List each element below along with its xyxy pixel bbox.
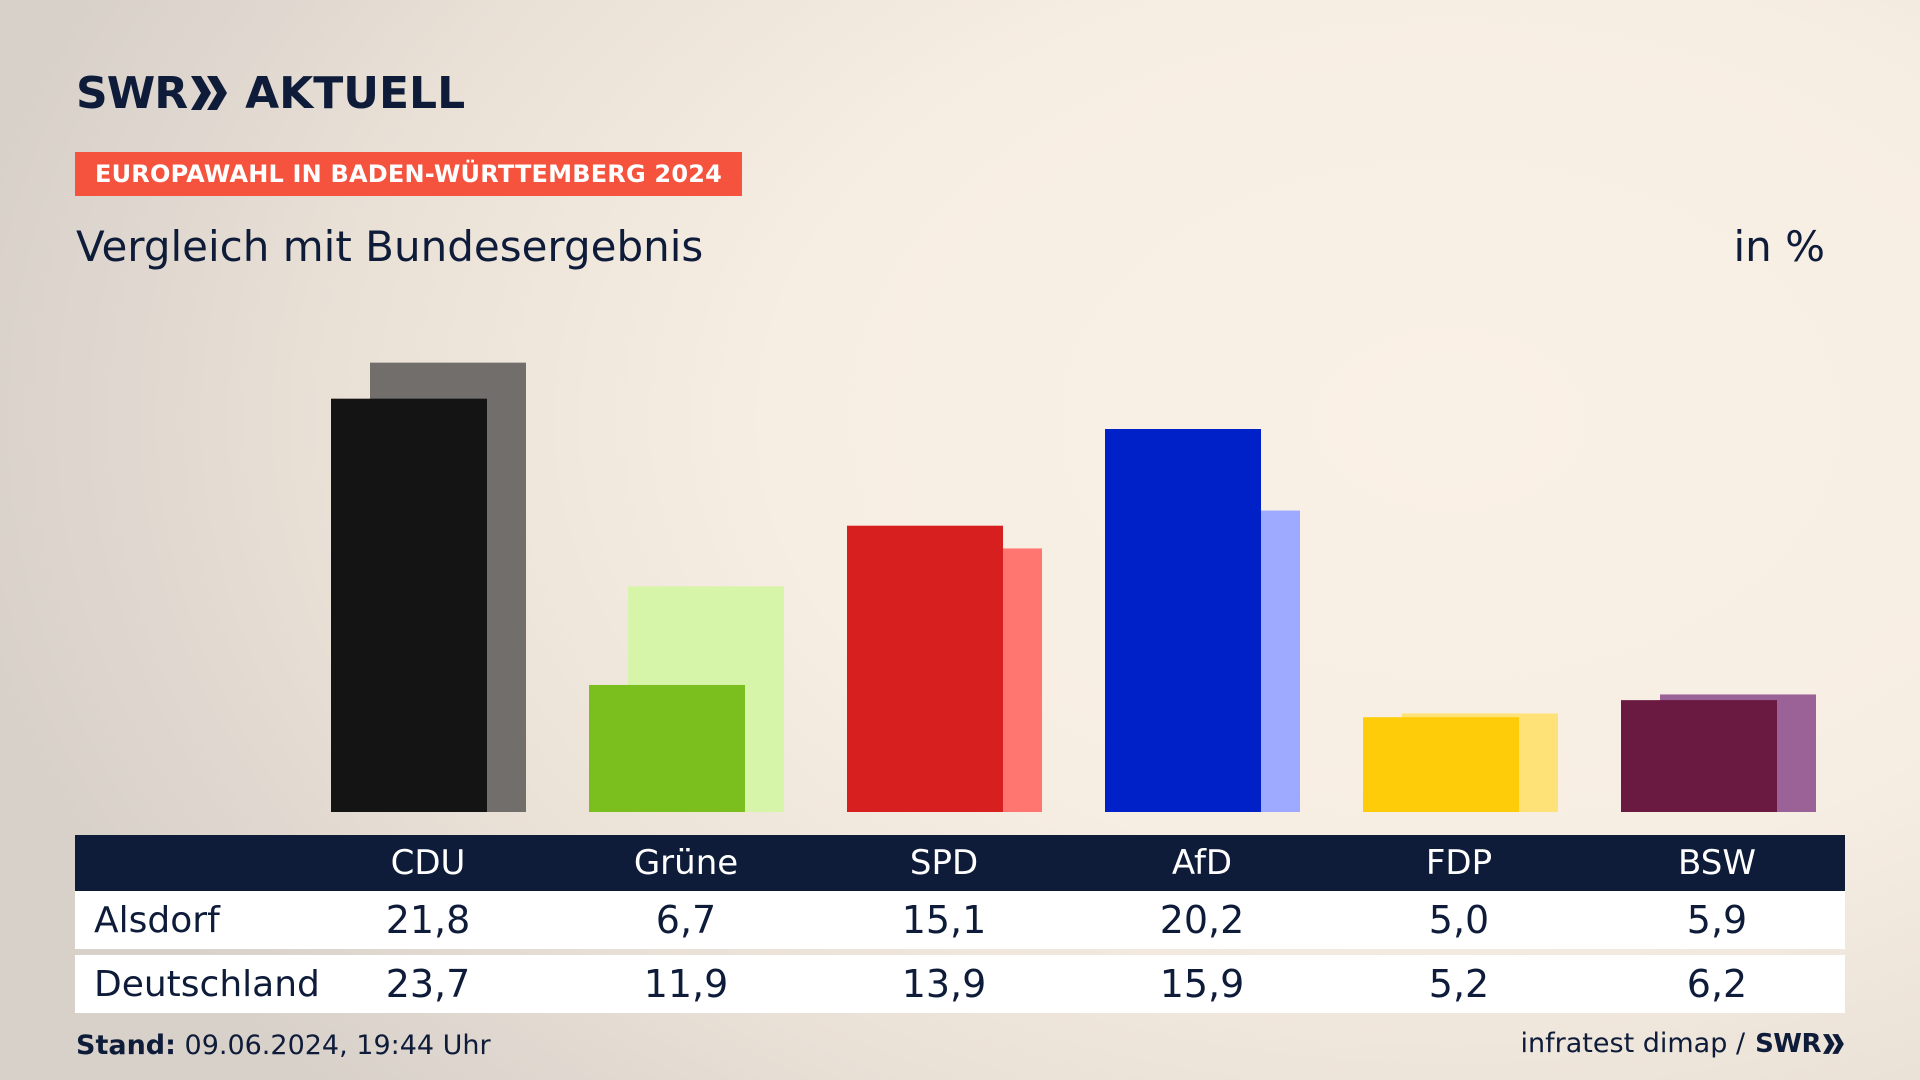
results-table: CDU Grüne SPD AfD FDP BSW Alsdorf 21,8 6… xyxy=(75,835,1845,1013)
header-afd: AfD xyxy=(1171,843,1233,883)
header-spd: SPD xyxy=(909,843,979,883)
value-alsdorf-gruene: 6,7 xyxy=(655,898,717,942)
value-deutschland-spd: 13,9 xyxy=(901,962,987,1006)
row-label-deutschland: Deutschland xyxy=(94,963,320,1005)
double-chevron-icon xyxy=(191,76,228,110)
bar-alsdorf-afd xyxy=(1105,429,1261,812)
header-bsw: BSW xyxy=(1678,843,1756,883)
value-alsdorf-afd: 20,2 xyxy=(1159,898,1245,942)
bar-alsdorf-fdp xyxy=(1363,717,1519,812)
chart-subtitle: Vergleich mit Bundesergebnis xyxy=(76,222,704,271)
header-gruene: Grüne xyxy=(633,843,739,883)
value-deutschland-afd: 15,9 xyxy=(1159,962,1245,1006)
header-cdu: CDU xyxy=(390,843,466,883)
stand-label: Stand: xyxy=(76,1030,176,1061)
double-chevron-small-icon xyxy=(1823,1033,1844,1054)
timestamp: Stand: 09.06.2024, 19:44 Uhr xyxy=(76,1030,491,1061)
value-deutschland-fdp: 5,2 xyxy=(1428,962,1490,1006)
value-deutschland-cdu: 23,7 xyxy=(385,962,471,1006)
chart-unit: in % xyxy=(1733,222,1825,271)
swr-aktuell-logo: SWR AKTUELL xyxy=(76,67,466,119)
bar-chart xyxy=(331,362,1816,812)
source-credit: infratest dimap / SWR xyxy=(1521,1028,1845,1059)
table-header: CDU Grüne SPD AfD FDP BSW xyxy=(75,835,1845,891)
value-alsdorf-fdp: 5,0 xyxy=(1428,898,1490,942)
bar-alsdorf-spd xyxy=(847,525,1003,812)
value-deutschland-bsw: 6,2 xyxy=(1686,962,1748,1006)
value-alsdorf-cdu: 21,8 xyxy=(385,898,471,942)
bar-alsdorf-cdu xyxy=(331,398,487,812)
logo-swr-text: SWR xyxy=(76,67,188,119)
bar-alsdorf-gruene xyxy=(589,684,745,812)
table-row-deutschland: Deutschland 23,7 11,9 13,9 15,9 5,2 6,2 xyxy=(75,955,1845,1013)
bar-alsdorf-bsw xyxy=(1621,700,1777,812)
value-deutschland-gruene: 11,9 xyxy=(643,962,729,1006)
source-logo-text: SWR xyxy=(1755,1028,1821,1059)
stand-value: 09.06.2024, 19:44 Uhr xyxy=(184,1030,491,1061)
logo-aktuell-text: AKTUELL xyxy=(245,67,466,119)
value-alsdorf-spd: 15,1 xyxy=(901,898,987,942)
value-alsdorf-bsw: 5,9 xyxy=(1686,898,1748,942)
row-label-alsdorf: Alsdorf xyxy=(94,899,220,941)
table-row-alsdorf: Alsdorf 21,8 6,7 15,1 20,2 5,0 5,9 xyxy=(75,891,1845,949)
header-fdp: FDP xyxy=(1425,843,1493,883)
election-badge: EUROPAWAHL IN BADEN-WÜRTTEMBERG 2024 xyxy=(75,152,743,196)
source-text: infratest dimap / xyxy=(1520,1028,1746,1059)
